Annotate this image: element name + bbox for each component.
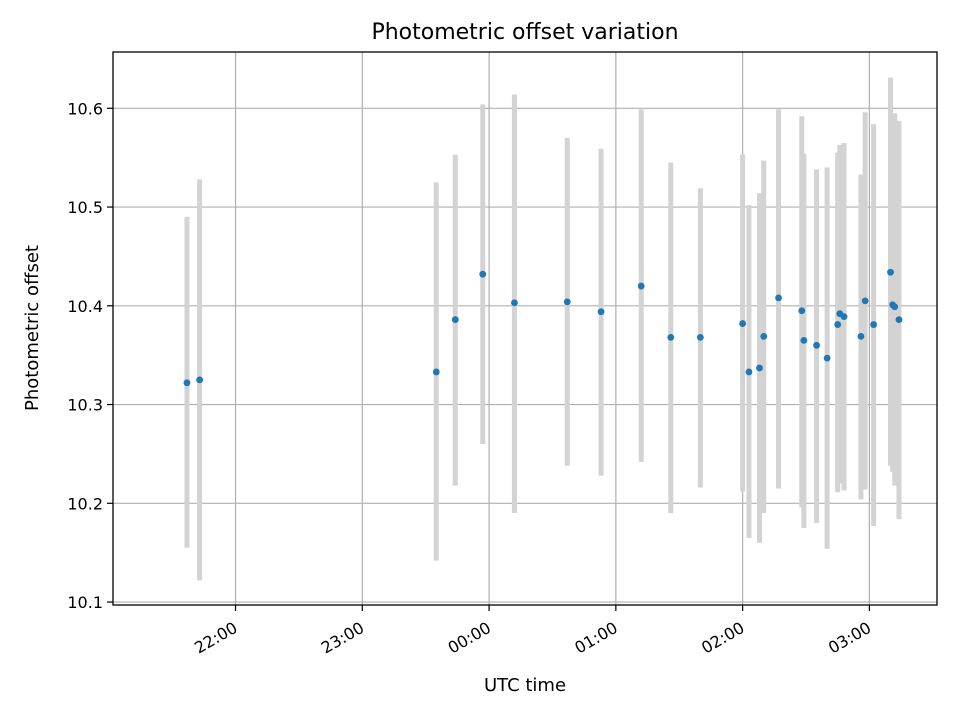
data-point	[563, 298, 571, 306]
data-point	[739, 320, 747, 327]
data-point	[857, 333, 865, 340]
data-point	[745, 368, 753, 376]
data-point	[870, 321, 878, 328]
y-tick-label: 10.3	[67, 396, 103, 415]
data-point	[760, 333, 768, 340]
plot-frame	[112, 51, 938, 606]
data-point	[196, 376, 204, 384]
y-tick-label: 10.2	[67, 494, 103, 513]
data-points	[183, 268, 903, 387]
data-point	[451, 316, 459, 324]
data-point	[861, 297, 869, 305]
data-point	[800, 336, 808, 344]
y-tick-label: 10.4	[67, 297, 103, 316]
data-point	[840, 313, 848, 321]
data-point	[696, 333, 704, 341]
data-point	[813, 341, 820, 349]
data-point	[597, 308, 605, 316]
data-point	[432, 368, 440, 376]
data-point	[775, 294, 782, 302]
data-point	[479, 270, 487, 278]
chart-title: Photometric offset variation	[371, 20, 678, 45]
data-point	[887, 268, 894, 276]
data-point	[895, 316, 903, 324]
y-axis-label: Photometric offset	[22, 245, 43, 411]
data-point	[667, 333, 675, 341]
data-point	[637, 282, 645, 290]
data-point	[756, 364, 763, 372]
data-point	[511, 299, 518, 307]
data-point	[891, 303, 899, 311]
data-point	[834, 321, 842, 328]
y-tick-label: 10.1	[67, 593, 103, 612]
y-axis-ticks: 10.1 10.2 10.3 10.4 10.5 10.6	[67, 99, 113, 612]
data-point	[823, 354, 831, 362]
y-tick-label: 10.5	[67, 198, 103, 217]
data-point	[798, 307, 806, 315]
x-axis-label: UTC time	[484, 675, 566, 696]
y-tick-label: 10.6	[67, 99, 103, 118]
data-point	[183, 379, 191, 387]
